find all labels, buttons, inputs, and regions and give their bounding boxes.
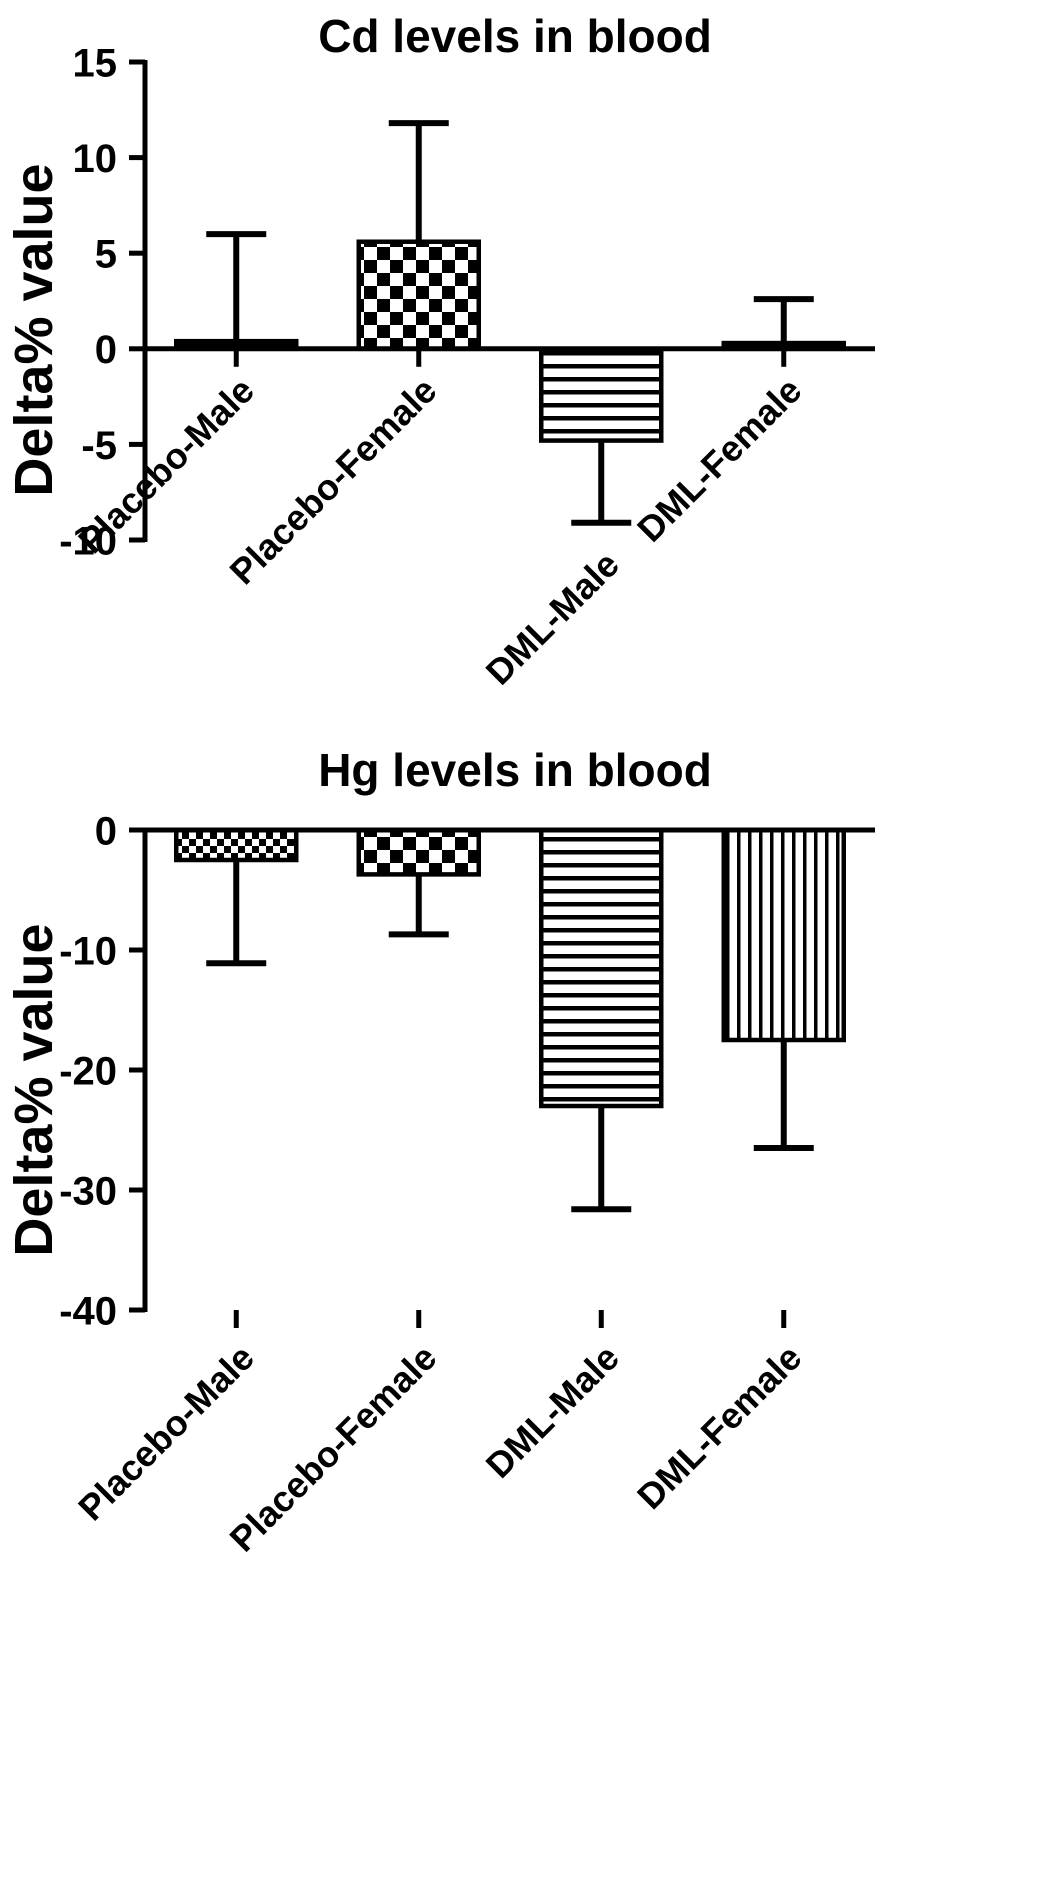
y-tick-label: 15 [73, 41, 118, 85]
cd-levels-svg: 15 10 5 0 -5 -10 Cd levels in blood Delta% valu… [4, 10, 875, 693]
y-axis-label: Delta% value [4, 163, 64, 496]
y-tick-label: 0 [95, 328, 117, 372]
x-category-label: Placebo-Male [70, 1337, 262, 1529]
bar [539, 346, 664, 443]
y-tick-label: 10 [73, 137, 118, 181]
bar [356, 239, 481, 352]
hg-levels-chart: 0 -10 -20 -30 -40 Hg levels in blood Delta% va… [0, 720, 1063, 1888]
y-tick-label: -20 [59, 1049, 117, 1093]
y-tick-label: -5 [81, 424, 117, 468]
x-category-label: DML-Female [629, 1337, 809, 1517]
y-tick-label: 5 [95, 233, 117, 277]
y-axis-label: Delta% value [4, 923, 64, 1256]
cd-levels-chart: 15 10 5 0 -5 -10 Cd levels in blood Delta% valu… [0, 0, 1063, 720]
bar [539, 827, 664, 1109]
bar [174, 827, 299, 863]
chart-title: Hg levels in blood [318, 744, 712, 796]
y-tick-label: 0 [95, 809, 117, 853]
y-tick-label: -10 [59, 519, 117, 563]
chart-title: Cd levels in blood [318, 10, 712, 62]
bar [721, 827, 846, 1043]
x-category-label: DML-Male [478, 1337, 627, 1486]
bar [356, 827, 481, 877]
hg-levels-svg: 0 -10 -20 -30 -40 Hg levels in blood Delta% va… [4, 744, 875, 1559]
x-category-label: DML-Male [478, 543, 627, 692]
y-tick-label: -10 [59, 929, 117, 973]
y-tick-label: -30 [59, 1169, 117, 1213]
y-tick-label: -40 [59, 1289, 117, 1333]
